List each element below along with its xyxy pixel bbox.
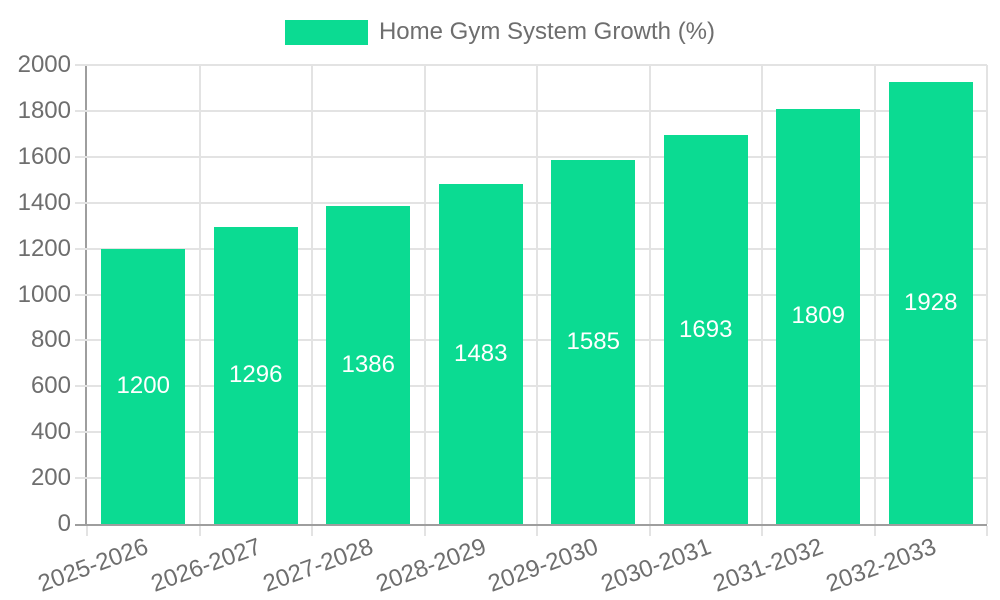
x-axis-label: 2031-2032 xyxy=(710,533,828,598)
bar-value-label: 1483 xyxy=(454,339,508,367)
vertical-gridline xyxy=(986,65,988,524)
horizontal-gridline xyxy=(75,109,987,112)
vertical-gridline xyxy=(873,65,876,524)
horizontal-gridline xyxy=(75,385,987,388)
x-axis-label: 2028-2029 xyxy=(372,533,490,598)
y-axis-tick-label: 1400 xyxy=(17,188,71,216)
vertical-gridline xyxy=(311,65,313,524)
bar[interactable]: 1296 xyxy=(213,226,298,524)
bar-value-label: 1928 xyxy=(904,288,958,316)
x-axis-label: 2032-2033 xyxy=(822,533,940,598)
horizontal-gridline xyxy=(75,477,987,480)
y-axis-tick-label: 600 xyxy=(30,372,71,400)
vertical-gridline xyxy=(198,65,201,524)
bar-value-label: 1386 xyxy=(341,350,395,378)
x-axis-tick xyxy=(761,526,763,536)
vertical-gridline xyxy=(648,65,651,524)
x-axis-tick xyxy=(873,526,876,536)
y-axis-tick-label: 1800 xyxy=(17,96,71,124)
x-axis-label: 2029-2030 xyxy=(485,533,603,598)
bar[interactable]: 1809 xyxy=(776,108,861,524)
horizontal-gridline xyxy=(75,293,987,296)
horizontal-gridline xyxy=(75,64,987,66)
y-axis-labels: 0 200 400 600 800 1000 1200 1400 1600 1800 2000 xyxy=(0,53,71,536)
legend-swatch[interactable] xyxy=(284,19,368,45)
horizontal-gridline xyxy=(75,247,987,250)
y-axis-tick-label: 1000 xyxy=(17,280,71,308)
horizontal-gridline xyxy=(75,155,987,158)
x-axis-tick xyxy=(86,526,88,536)
bar[interactable]: 1928 xyxy=(888,81,973,524)
plot-area: 1200 2025-2026 1296 2026-2027 1386 2027-2028 1… xyxy=(35,64,988,598)
y-axis-tick-label: 1600 xyxy=(17,142,71,170)
x-axis-tick xyxy=(986,526,988,536)
y-axis-tick-label: 800 xyxy=(30,326,71,354)
x-axis-tick xyxy=(311,526,313,536)
bar-value-label: 1809 xyxy=(791,302,845,330)
vertical-gridline xyxy=(536,65,538,524)
x-axis-tick xyxy=(648,526,651,536)
x-axis-label: 2027-2028 xyxy=(260,533,378,598)
x-axis-line-overhang xyxy=(75,524,87,526)
bar[interactable]: 1585 xyxy=(551,160,636,524)
vertical-gridline xyxy=(423,65,426,524)
bar-value-label: 1693 xyxy=(679,315,733,343)
legend-label[interactable]: Home Gym System Growth (%) xyxy=(378,18,716,45)
vertical-gridline xyxy=(761,65,763,524)
bar-value-label: 1200 xyxy=(116,372,170,400)
y-axis-tick-label: 400 xyxy=(30,418,71,446)
bar[interactable]: 1693 xyxy=(663,135,748,524)
y-axis-tick-label: 2000 xyxy=(17,51,71,78)
horizontal-gridline xyxy=(75,339,987,342)
x-axis-label: 2030-2031 xyxy=(597,533,715,598)
x-axis-label: 2026-2027 xyxy=(147,533,265,598)
bar[interactable]: 1483 xyxy=(438,183,523,524)
x-axis-tick xyxy=(423,526,426,536)
x-axis-label: 2025-2026 xyxy=(35,533,153,598)
bar[interactable]: 1386 xyxy=(326,205,411,524)
y-axis-tick-label: 200 xyxy=(30,464,71,492)
horizontal-gridline xyxy=(75,201,987,204)
x-axis-tick xyxy=(198,526,201,536)
bar[interactable]: 1200 xyxy=(101,248,186,524)
x-axis-tick xyxy=(536,526,538,536)
y-axis-tick-label: 0 xyxy=(57,510,71,537)
bar-value-label: 1585 xyxy=(566,328,620,356)
bar-value-label: 1296 xyxy=(229,361,283,389)
horizontal-gridline xyxy=(75,431,987,434)
chart-legend[interactable]: Home Gym System Growth (%) xyxy=(0,17,1000,47)
y-axis-tick-label: 1200 xyxy=(17,234,71,262)
